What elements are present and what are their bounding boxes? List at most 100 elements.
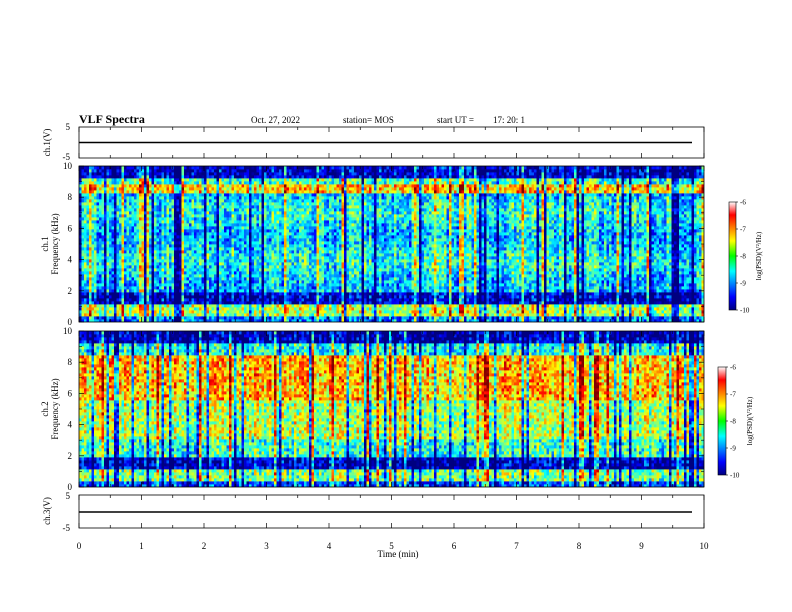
spectrogram-cell (256, 190, 260, 194)
spectrogram-cell (219, 172, 222, 176)
spectrogram-cell (191, 262, 195, 266)
spectrogram-cell (254, 220, 257, 224)
spectrogram-cell (224, 199, 227, 203)
spectrogram-cell (84, 271, 87, 275)
spectrogram-cell (256, 226, 260, 230)
spectrogram-cell (144, 235, 147, 239)
spectrogram-cell (161, 199, 165, 203)
spectrogram-cell (301, 235, 305, 239)
spectrogram-cell (264, 292, 267, 296)
spectrogram-cell (256, 238, 260, 242)
spectrogram-cell (176, 319, 180, 322)
spectrogram-cell (271, 175, 275, 179)
spectrogram-cell (131, 229, 135, 233)
spectrogram-cell (234, 256, 237, 260)
spectrogram-cell (251, 250, 255, 254)
spectrogram-cell (286, 295, 290, 299)
spectrogram-cell (239, 199, 242, 203)
spectrogram-cell (306, 202, 310, 206)
spectrogram-cell (301, 187, 305, 191)
spectrogram-cell (201, 289, 205, 293)
spectrogram-cell (131, 319, 135, 322)
spectrogram-cell (266, 190, 270, 194)
spectrogram-cell (266, 220, 270, 224)
spectrogram-cell (209, 292, 212, 296)
spectrogram-cell (251, 181, 255, 185)
spectrogram-cell (279, 241, 282, 245)
spectrogram-cell (81, 193, 85, 197)
spectrogram-cell (154, 175, 157, 179)
spectrogram-cell (314, 310, 317, 314)
spectrogram-cell (194, 187, 197, 191)
spectrogram-cell (251, 199, 255, 203)
spectrogram-cell (289, 277, 292, 281)
spectrogram-cell (226, 169, 230, 173)
spectrogram-cell (236, 292, 240, 296)
spectrogram-cell (229, 262, 232, 266)
spectrogram-cell (174, 271, 177, 275)
spectrogram-cell (301, 250, 305, 254)
spectrogram-cell (191, 313, 195, 317)
spectrogram-cell (259, 172, 262, 176)
spectrogram-cell (191, 178, 195, 182)
spectrogram-cell (94, 286, 97, 290)
spectrogram-cell (129, 238, 132, 242)
spectrogram-cell (271, 301, 275, 305)
spectrogram-cell (254, 187, 257, 191)
spectrogram-cell (229, 298, 232, 302)
spectrogram-cell (271, 211, 275, 215)
spectrogram-cell (256, 220, 260, 224)
spectrogram-cell (194, 268, 197, 272)
spectrogram-cell (259, 283, 262, 287)
spectrogram-cell (141, 277, 145, 281)
spectrogram-cell (164, 253, 167, 257)
spectrogram-cell (151, 184, 155, 188)
spectrogram-cell (214, 298, 217, 302)
spectrogram-cell (151, 223, 155, 227)
spectrogram-cell (221, 310, 225, 314)
spectrogram-cell (151, 187, 155, 191)
spectrogram-cell (84, 172, 87, 176)
spectrogram-cell (221, 304, 225, 308)
spectrogram-cell (169, 184, 172, 188)
spectrogram-cell (254, 280, 257, 284)
spectrogram-cell (101, 178, 105, 182)
spectrogram-cell (94, 169, 97, 173)
spectrogram-cell (309, 292, 312, 296)
spectrogram-cell (89, 265, 92, 269)
spectrogram-cell (166, 172, 170, 176)
spectrogram-cell (171, 190, 175, 194)
spectrogram-cell (91, 319, 95, 322)
spectrogram-cell (121, 232, 125, 236)
spectrogram-cell (104, 226, 107, 230)
spectrogram-cell (226, 271, 230, 275)
spectrogram-cell (149, 298, 152, 302)
spectrogram-cell (241, 289, 245, 293)
spectrogram-cell (101, 238, 105, 242)
spectrogram-cell (291, 244, 295, 248)
spectrogram-cell (101, 247, 105, 251)
spectrogram-cell (156, 268, 160, 272)
spectrogram-cell (309, 205, 312, 209)
spectrogram-cell (266, 268, 270, 272)
spectrogram-cell (126, 241, 130, 245)
spectrogram-cell (199, 241, 202, 245)
spectrogram-cell (264, 232, 267, 236)
spectrogram-cell (146, 256, 150, 260)
spectrogram-cell (309, 247, 312, 251)
spectrogram-cell (214, 184, 217, 188)
spectrogram-cell (299, 307, 302, 311)
spectrogram-cell (86, 274, 90, 278)
spectrogram-cell (91, 208, 95, 212)
spectrogram-cell (279, 256, 282, 260)
spectrogram-cell (301, 169, 305, 173)
spectrogram-cell (201, 280, 205, 284)
spectrogram-cell (226, 304, 230, 308)
spectrogram-cell (291, 241, 295, 245)
spectrogram-cell (164, 307, 167, 311)
spectrogram-cell (184, 256, 187, 260)
spectrogram-cell (161, 169, 165, 173)
spectrogram-cell (311, 229, 315, 233)
spectrogram-cell (261, 253, 265, 257)
spectrogram-cell (264, 271, 267, 275)
